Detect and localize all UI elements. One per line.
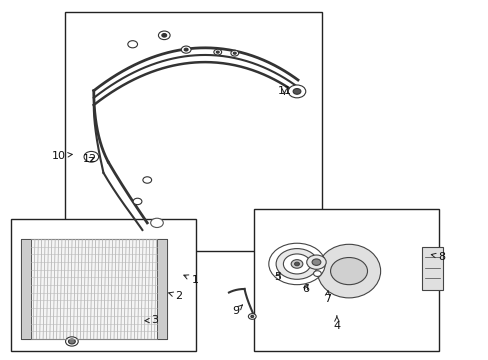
Circle shape	[313, 271, 321, 276]
Circle shape	[127, 41, 137, 48]
Text: 4: 4	[333, 316, 340, 332]
Bar	[11, 219, 196, 351]
Circle shape	[68, 339, 75, 344]
Text: 2: 2	[168, 291, 182, 301]
Bar	[157, 239, 166, 339]
Circle shape	[306, 255, 325, 269]
Circle shape	[150, 218, 163, 228]
Circle shape	[162, 33, 166, 37]
Circle shape	[311, 259, 320, 265]
Circle shape	[181, 46, 191, 53]
Circle shape	[216, 51, 219, 53]
Text: 11: 11	[277, 86, 291, 96]
Circle shape	[294, 262, 299, 266]
Circle shape	[233, 52, 236, 54]
Ellipse shape	[317, 244, 380, 298]
Circle shape	[250, 315, 253, 318]
Circle shape	[158, 31, 170, 40]
Text: 7: 7	[323, 291, 330, 303]
Circle shape	[292, 89, 300, 94]
Text: 9: 9	[232, 305, 242, 316]
Bar	[64, 12, 322, 251]
Text: 10: 10	[52, 151, 72, 161]
Circle shape	[142, 177, 151, 183]
Text: 12: 12	[83, 154, 97, 164]
Text: 6: 6	[301, 284, 308, 294]
Text: 3: 3	[144, 315, 158, 325]
Circle shape	[276, 249, 317, 279]
Bar	[21, 239, 30, 339]
Circle shape	[65, 337, 78, 346]
Circle shape	[290, 260, 302, 268]
Text: 1: 1	[183, 275, 198, 285]
Bar	[254, 208, 438, 351]
Circle shape	[230, 50, 238, 56]
Circle shape	[283, 254, 310, 274]
Text: 8: 8	[430, 252, 444, 262]
Circle shape	[213, 49, 221, 55]
Circle shape	[330, 257, 367, 285]
FancyBboxPatch shape	[421, 247, 443, 290]
Bar	[21, 239, 166, 339]
Text: 5: 5	[273, 272, 281, 282]
Circle shape	[287, 85, 305, 98]
Circle shape	[268, 243, 325, 285]
Circle shape	[133, 198, 142, 204]
Circle shape	[84, 152, 99, 162]
Circle shape	[184, 48, 188, 51]
Circle shape	[248, 314, 256, 319]
